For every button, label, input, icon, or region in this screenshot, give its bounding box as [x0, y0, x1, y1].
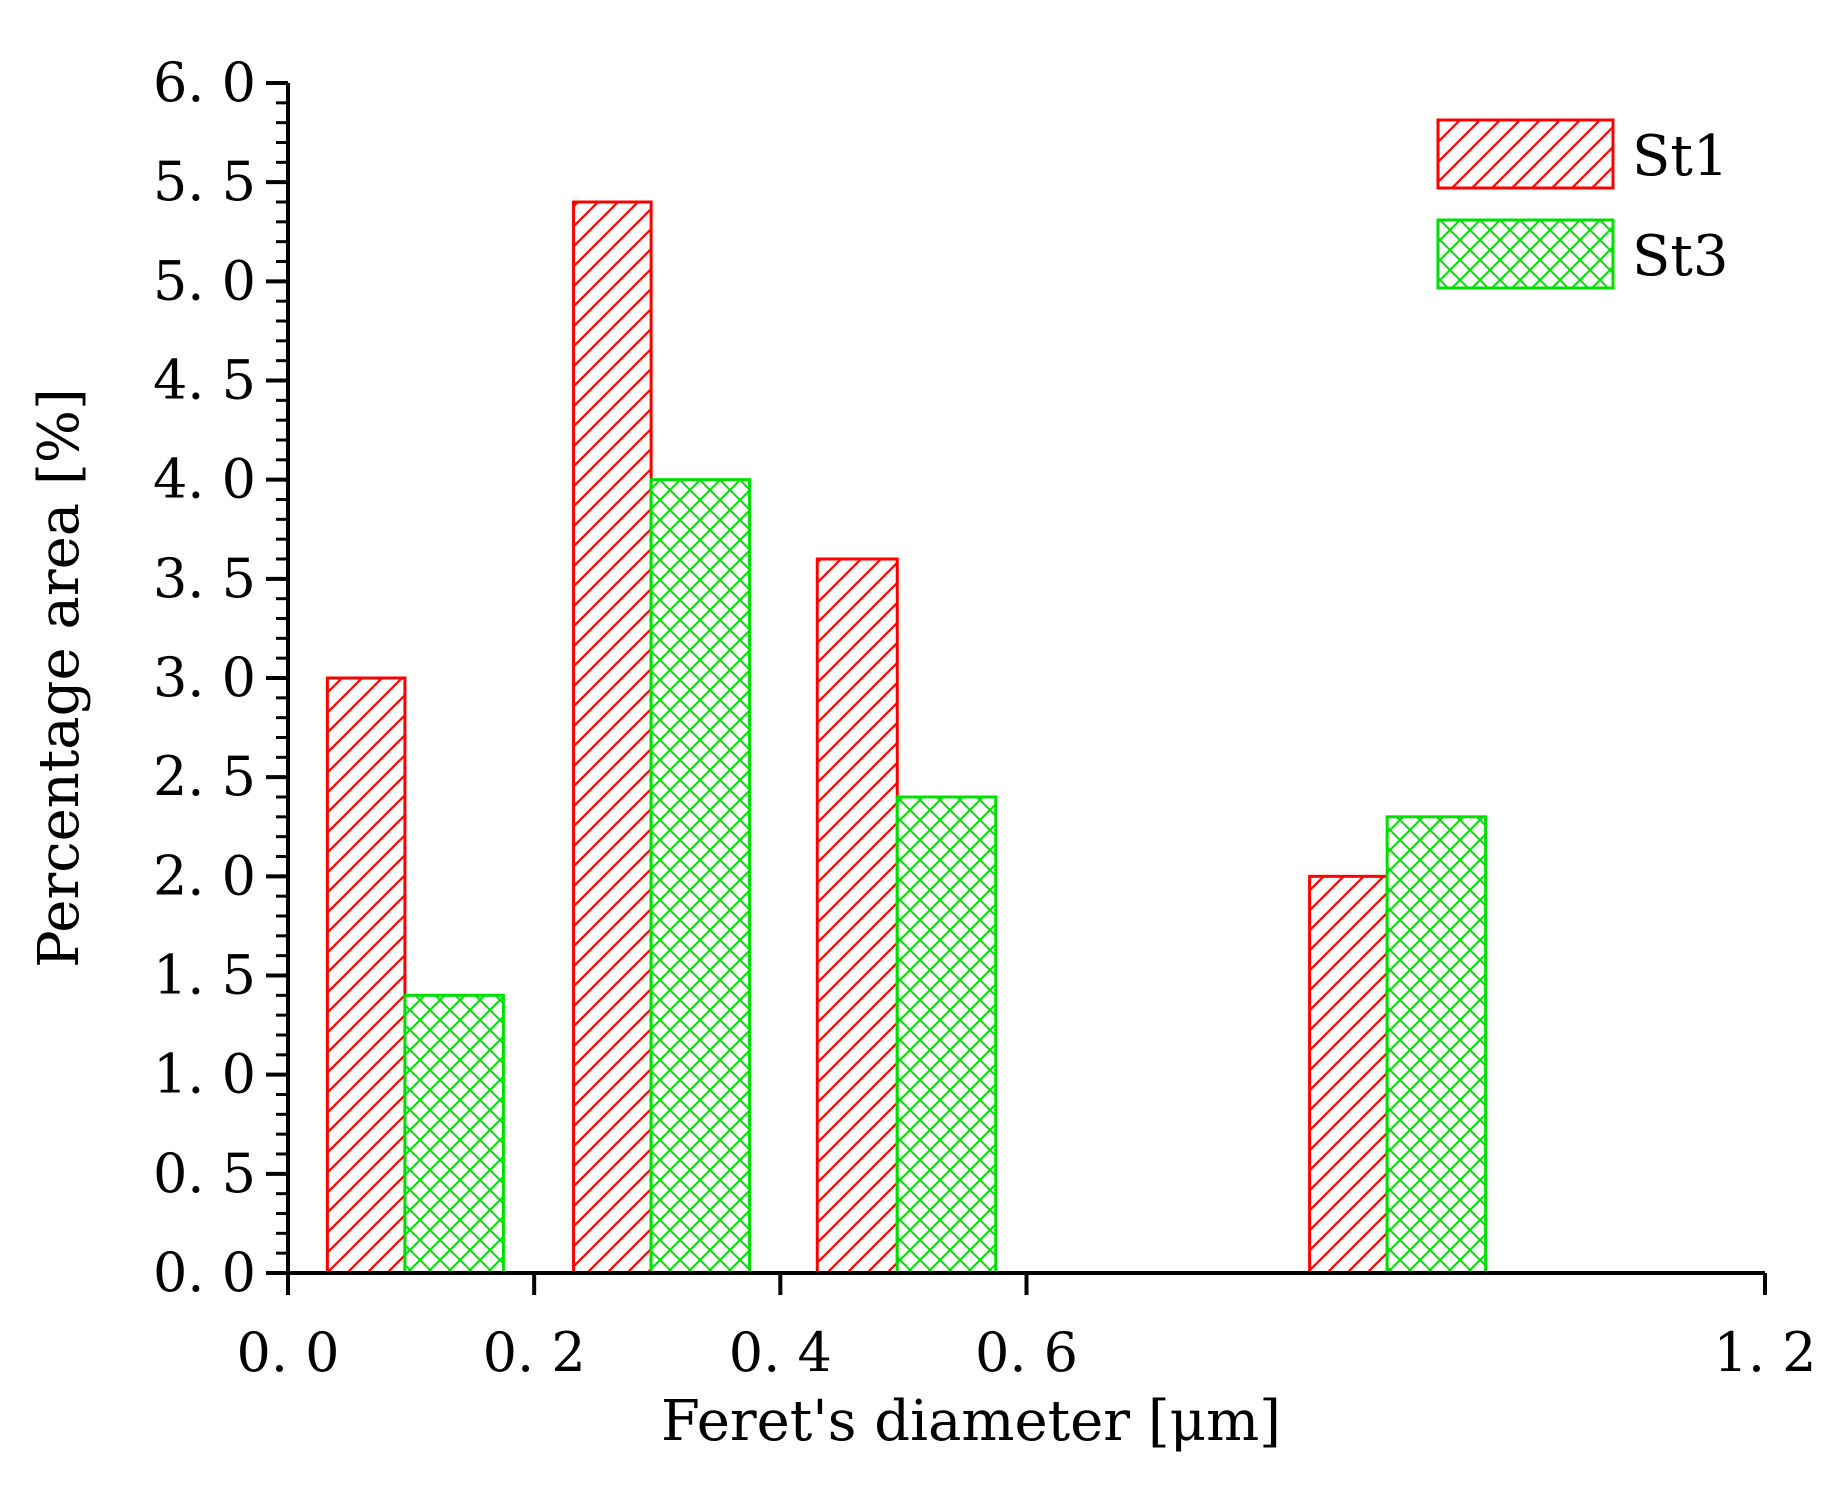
x-axis-label: Feret's diameter [μm] — [661, 1389, 1281, 1454]
y-tick-label: 6. 0 — [153, 51, 256, 114]
bar-st3-3 — [895, 795, 998, 1275]
x-tick-label: 0. 4 — [729, 1321, 832, 1384]
legend: St1 St3 — [1436, 118, 1729, 290]
legend-label-st1: St1 — [1632, 124, 1729, 189]
x-tick-label: 0. 0 — [236, 1321, 339, 1384]
y-tick-label: 5. 5 — [153, 150, 256, 213]
x-tick-label: 1. 2 — [1713, 1321, 1816, 1384]
y-tick-label: 3. 5 — [153, 547, 256, 610]
bars-layer — [325, 200, 1488, 1275]
y-tick-label: 1. 0 — [153, 1043, 256, 1106]
bar-st3-2 — [649, 478, 752, 1275]
y-tick-label: 1. 5 — [153, 944, 256, 1007]
bar-st1-1 — [325, 676, 407, 1275]
x-tick-label: 0. 6 — [975, 1321, 1078, 1384]
y-tick-label: 0. 5 — [153, 1142, 256, 1205]
y-tick-label: 2. 0 — [153, 844, 256, 907]
legend-label-st3: St3 — [1632, 224, 1729, 289]
y-axis-label: Percentage area [%] — [27, 388, 92, 968]
legend-swatch-st3 — [1436, 218, 1615, 290]
y-tick-label: 4. 5 — [153, 349, 256, 412]
x-tick-label: 0. 2 — [483, 1321, 586, 1384]
y-tick-label: 5. 0 — [153, 249, 256, 312]
bar-st3-4 — [1385, 815, 1488, 1275]
bar-st1-4 — [1308, 874, 1389, 1275]
legend-swatch-st1 — [1436, 118, 1615, 190]
y-tick-label: 2. 5 — [153, 745, 256, 808]
y-tick-label: 0. 0 — [153, 1241, 256, 1304]
bar-st1-2 — [572, 200, 653, 1275]
ticks: 0. 0 0. 5 1. 0 1. 5 2. 0 2. 5 3. 0 3. 5 4. 0 4. 5… — [153, 51, 1817, 1384]
bar-st3-1 — [403, 993, 505, 1275]
y-tick-label: 3. 0 — [153, 646, 256, 709]
y-tick-label: 4. 0 — [153, 448, 256, 511]
bar-st1-3 — [815, 557, 899, 1275]
